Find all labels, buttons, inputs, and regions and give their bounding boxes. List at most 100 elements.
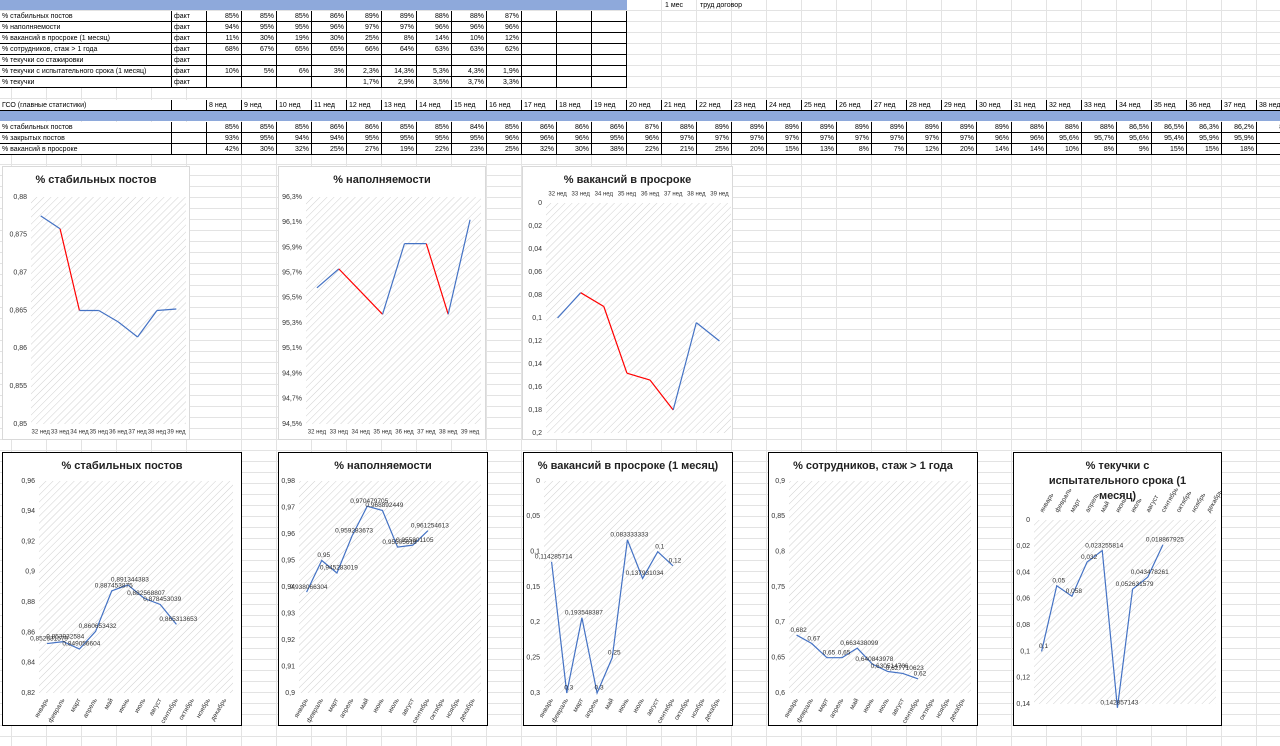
value-cell: 97% (802, 133, 837, 144)
value-cell: 85% (487, 122, 522, 133)
value-cell (557, 66, 592, 77)
value-cell: 8% (382, 33, 417, 44)
week-header: 21 нед (662, 100, 697, 111)
y-tick-label: 94,7% (282, 396, 302, 403)
value-cell: 19% (277, 33, 312, 44)
value-cell (592, 11, 627, 22)
value-cell: 86,5% (1152, 122, 1187, 133)
y-tick-label: 96,1% (282, 219, 302, 226)
line-segment (117, 321, 138, 338)
x-tick-label: 38 нед (148, 430, 167, 436)
week-header: 22 нед (697, 100, 732, 111)
data-label: 0,137931034 (626, 570, 664, 577)
chart-title: % сотрудников, стаж > 1 года (793, 460, 953, 472)
week-header: 34 нед (1117, 100, 1152, 111)
value-cell: 86% (592, 122, 627, 133)
x-tick-label: март (572, 697, 585, 713)
y-tick-label: 94,5% (282, 421, 302, 428)
value-cell (557, 33, 592, 44)
y-tick-label: 0 (538, 200, 542, 207)
x-tick-label: 33 нед (51, 430, 70, 436)
value-cell (207, 55, 242, 66)
data-label: 0,65 (838, 649, 851, 656)
week-header: 31 нед (1012, 100, 1047, 111)
week-header: 20 нед (627, 100, 662, 111)
week-header: 25 нед (802, 100, 837, 111)
chart-svg: 00,020,040,060,080,10,120,14январьфеврал… (1016, 485, 1221, 708)
chart: 0,82 0,84 0,86 0,88 0,9 0,92 0,94 0,96 январь фев… (2, 452, 242, 726)
y-tick-label: 0,14 (528, 361, 542, 368)
value-cell: 97% (767, 133, 802, 144)
row-label: % текучки с испытательного срока (1 меся… (0, 66, 172, 77)
value-cell: 97% (907, 133, 942, 144)
line (306, 505, 429, 593)
data-label: 0,955801105 (396, 537, 434, 544)
data-label: 0,043478261 (1131, 569, 1169, 576)
value-cell: 89% (802, 122, 837, 133)
y-tick-label: 0,1 (1020, 648, 1030, 655)
unit-cell: факт (172, 77, 207, 88)
empty-cell (172, 133, 207, 144)
y-tick-label: 0,93 (281, 610, 295, 617)
y-tick-label: 94,9% (282, 370, 302, 377)
chart: 94,5% 94,7% 94,9% 95,1% 95,3% 95,5% 95,7% 95,9%… (278, 166, 486, 440)
value-cell: 65% (312, 44, 347, 55)
value-cell: 85% (417, 122, 452, 133)
data-label: 0,882568807 (127, 590, 165, 597)
value-cell: 22% (627, 144, 662, 155)
y-tick-label: 0,98 (281, 478, 295, 485)
week-header: 19 нед (592, 100, 627, 111)
y-tick-label: 0,88 (13, 194, 27, 201)
value-cell (417, 55, 452, 66)
x-tick-label: октябрь (672, 696, 691, 721)
week-header: 27 нед (872, 100, 907, 111)
y-tick-label: 0,04 (528, 246, 542, 253)
value-cell (207, 77, 242, 88)
data-label: 0,970479705 (350, 498, 388, 505)
data-label: 0,25 (608, 649, 621, 656)
x-tick-label: апрель (829, 697, 846, 720)
x-tick-label: 32 нед (308, 430, 327, 436)
value-cell (592, 44, 627, 55)
value-cell: 5% (242, 66, 277, 77)
value-cell: 38% (592, 144, 627, 155)
chart-title: % стабильных постов (61, 460, 183, 472)
y-tick-label: 0,2 (530, 619, 540, 626)
chart-title: % наполняемости (333, 174, 431, 186)
week-header: 26 нед (837, 100, 872, 111)
data-label: 0,083333333 (610, 532, 648, 539)
value-cell: 96% (557, 133, 592, 144)
value-cell: 7% (872, 144, 907, 155)
x-tick-label: 36 нед (641, 192, 660, 198)
y-tick-label: 0,88 (21, 599, 35, 606)
x-tick-label: май (358, 697, 371, 711)
value-cell: 25% (347, 33, 382, 44)
row-label: % стабильных постов (0, 11, 172, 22)
plot-area (546, 203, 731, 433)
plot-area (306, 197, 481, 424)
y-tick-label: 0,25 (526, 655, 540, 662)
header-cell (172, 100, 207, 111)
week-header: 11 нед (312, 100, 347, 111)
row-label: % текучки со стажировки (0, 55, 172, 66)
value-cell: 86,5% (1117, 122, 1152, 133)
x-tick-label: апрель (584, 697, 601, 720)
value-cell: 97% (872, 133, 907, 144)
value-cell: 94% (277, 133, 312, 144)
line (1040, 544, 1164, 708)
data-label: 0,663438099 (840, 640, 878, 647)
value-cell: 95 (1257, 133, 1280, 144)
value-cell: 25% (487, 144, 522, 155)
value-cell: 10% (452, 33, 487, 44)
value-cell: 97% (942, 133, 977, 144)
line-segment (137, 310, 158, 338)
line-segment (40, 215, 61, 230)
value-cell (522, 22, 557, 33)
y-tick-label: 0,04 (1016, 569, 1030, 576)
value-cell (592, 66, 627, 77)
value-cell: 97% (662, 133, 697, 144)
value-cell: 85% (242, 122, 277, 133)
y-tick-label: 0,12 (1016, 675, 1030, 682)
line-segment (557, 292, 582, 319)
value-cell: 86% (557, 122, 592, 133)
